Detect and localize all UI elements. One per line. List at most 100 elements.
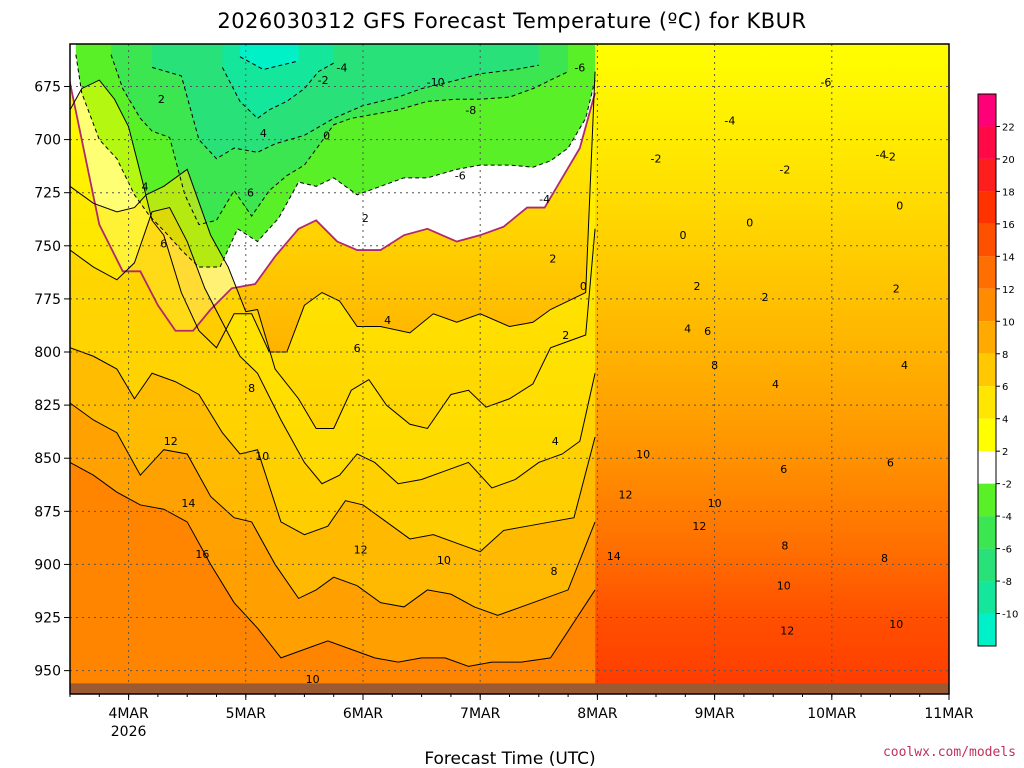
x-tick-label: 4MAR	[108, 706, 149, 722]
isotherm-line-4	[70, 168, 596, 430]
contour-label: -2	[885, 151, 896, 164]
plot-area: 244 66812101416-2-40246121010-10-8-6-4-6-…	[70, 44, 949, 694]
terrain-surface	[70, 683, 949, 694]
colorbar-swatch	[978, 386, 996, 419]
colorbar-swatch	[978, 418, 996, 452]
colorbar-swatch	[978, 223, 996, 257]
contour-label: 10	[708, 497, 722, 510]
colorbar-label: 10	[1002, 317, 1015, 328]
isotherm-line--2	[75, 54, 596, 268]
x-tick-label: 7MAR	[460, 706, 501, 722]
contour-label: 0	[580, 280, 587, 293]
y-tick-label: 850	[34, 451, 61, 467]
isotherm-line-6	[70, 206, 596, 489]
contour-label: 6	[247, 187, 254, 200]
contour-label: 2	[562, 329, 569, 342]
isotherm-line-12	[70, 462, 596, 667]
contour-label: 10	[255, 450, 269, 463]
contour-label: 10	[636, 448, 650, 461]
x-tick-label: 11MAR	[924, 706, 973, 722]
colorbar-label: 22	[1002, 122, 1015, 133]
contour-label: 6	[354, 342, 361, 355]
contour-label: -6	[820, 76, 831, 89]
contour-label: 10	[777, 580, 791, 593]
y-tick-label: 825	[34, 398, 61, 414]
contour-label: -10	[427, 76, 445, 89]
contour-label: 8	[248, 382, 255, 395]
contour-label: 16	[195, 548, 209, 561]
contour-label: -6	[574, 61, 585, 74]
isotherm-line--8	[221, 62, 334, 119]
contour-label: 6	[887, 456, 894, 469]
colorbar-swatch	[978, 191, 996, 224]
contour-label: -6	[455, 170, 466, 183]
contour-label: 6	[704, 325, 711, 338]
contour-label: 10	[889, 618, 903, 631]
y-tick-label: 725	[34, 186, 61, 202]
contour-label: 4	[901, 359, 908, 372]
y-tick-label: 750	[34, 239, 61, 255]
chart-title: 2026030312 GFS Forecast Temperature (ºC)…	[217, 9, 806, 33]
colorbar-swatch	[978, 581, 996, 614]
colorbar-swatch	[978, 126, 996, 159]
colorbar-label: 20	[1002, 155, 1015, 166]
contour-label: -4	[724, 114, 735, 127]
x-tick-label: 10MAR	[807, 706, 856, 722]
contour-label: 2	[362, 212, 369, 225]
contour-label: 12	[692, 520, 706, 533]
y-tick-label: 900	[34, 557, 61, 573]
colorbar-label: 12	[1002, 285, 1015, 296]
colorbar-label: 6	[1002, 382, 1008, 393]
y-tick-label: 875	[34, 504, 61, 520]
temperature-fill-layer	[70, 44, 596, 694]
colorbar-frame	[977, 93, 997, 647]
isotherm-line-10	[70, 402, 596, 616]
contour-label: 10	[437, 554, 451, 567]
colorbar-swatch	[978, 288, 996, 322]
colorbar-label: -10	[1002, 610, 1018, 621]
contour-label: -2	[318, 74, 329, 87]
isotherm-line--6	[151, 64, 539, 160]
colorbar-swatch	[978, 321, 996, 354]
colorbar-swatch	[978, 451, 996, 484]
colorbar-swatch	[978, 613, 996, 646]
contour-label: 6	[780, 463, 787, 476]
isotherm-warm-fill-12	[70, 462, 596, 694]
contour-label: 4	[142, 180, 149, 193]
colorbar-label: -4	[1002, 512, 1012, 523]
colorbar-label: 14	[1002, 252, 1015, 263]
x-tick-label: 9MAR	[694, 706, 735, 722]
contour-label: 8	[781, 539, 788, 552]
isotherm-line-0	[70, 78, 596, 332]
isotherm-line-2	[70, 71, 596, 353]
contour-label: 14	[181, 497, 195, 510]
y-tick-label: 700	[34, 133, 61, 149]
isotherm-layer	[70, 54, 596, 667]
contour-label: 2	[761, 291, 768, 304]
colorbar-swatch	[978, 516, 996, 549]
colorbar-swatch	[978, 94, 996, 127]
isotherm-line-8	[70, 347, 596, 553]
colorbar-swatch	[978, 158, 996, 192]
contour-label: 4	[384, 314, 391, 327]
contour-label: 4	[772, 378, 779, 391]
contour-label: 12	[164, 435, 178, 448]
contour-label: 12	[619, 488, 633, 501]
contour-label: -4	[876, 148, 887, 161]
contour-label: 14	[607, 550, 621, 563]
contour-label: 0	[896, 199, 903, 212]
x-tick-label: 8MAR	[577, 706, 618, 722]
colorbar: 22 20 18 16 14 12 10 8 6 4 2 -2 -4 -6 -8 -10	[977, 93, 1018, 647]
contour-label: 2	[694, 280, 701, 293]
y-axis: 675 700 725 750 775 800 825 850 875 900 925 950	[34, 79, 70, 680]
y-tick-label: 675	[34, 79, 61, 95]
colorbar-label: 2	[1002, 447, 1008, 458]
colorbar-swatch	[978, 256, 996, 289]
y-tick-label: 775	[34, 292, 61, 308]
x-tick-label: 5MAR	[226, 706, 267, 722]
grid-layer	[70, 44, 949, 694]
colorbar-label: 8	[1002, 350, 1008, 361]
colorbar-label: -6	[1002, 545, 1012, 556]
contour-label: 2	[549, 253, 556, 266]
credit-text: coolwx.com/models	[883, 745, 1016, 760]
